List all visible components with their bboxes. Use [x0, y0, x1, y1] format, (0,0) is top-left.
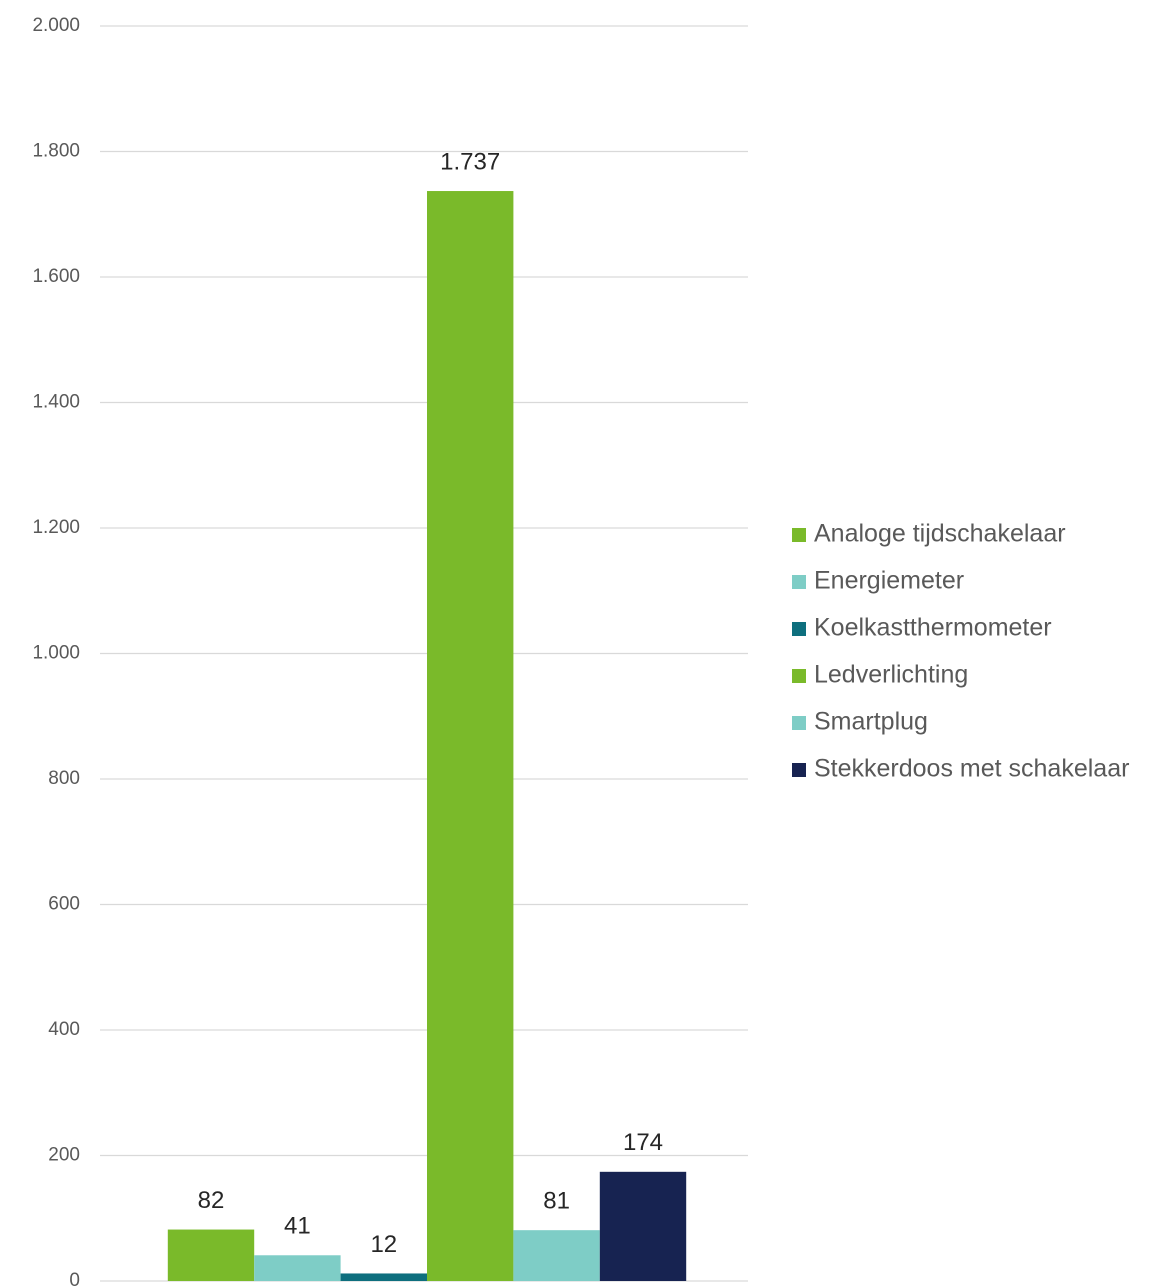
- data-label: 174: [623, 1129, 663, 1156]
- bar: [599, 1171, 687, 1281]
- bar: [167, 1229, 255, 1281]
- legend-swatch: [792, 716, 806, 730]
- legend-label: Smartplug: [814, 708, 928, 736]
- legend-label: Stekkerdoos met schakelaar: [814, 755, 1129, 783]
- legend-label: Analoge tijdschakelaar: [814, 520, 1066, 548]
- bar: [427, 191, 514, 1282]
- data-label: 81: [543, 1188, 570, 1215]
- y-tick-label: 200: [48, 1145, 80, 1166]
- legend-swatch: [792, 763, 806, 777]
- data-label: 41: [284, 1213, 311, 1240]
- data-label: 1.737: [440, 148, 500, 175]
- data-label: 12: [370, 1231, 397, 1258]
- y-tick-label: 1.200: [32, 517, 80, 538]
- legend-label: Energiemeter: [814, 567, 964, 595]
- legend-swatch: [792, 622, 806, 636]
- y-tick-label: 600: [48, 894, 80, 915]
- y-tick-label: 1.000: [32, 643, 80, 664]
- bar: [254, 1255, 341, 1281]
- y-tick-label: 800: [48, 768, 80, 789]
- data-label: 82: [198, 1187, 225, 1214]
- y-tick-label: 0: [69, 1270, 80, 1286]
- y-tick-label: 1.600: [32, 266, 80, 287]
- y-tick-label: 400: [48, 1019, 80, 1040]
- y-tick-label: 2.000: [32, 15, 80, 36]
- legend-swatch: [792, 669, 806, 683]
- bar: [340, 1273, 427, 1281]
- bar: [513, 1230, 600, 1281]
- legend-label: Koelkastthermometer: [814, 614, 1052, 642]
- legend-label: Ledverlichting: [814, 661, 968, 689]
- y-tick-label: 1.400: [32, 392, 80, 413]
- y-tick-label: 1.800: [32, 141, 80, 162]
- legend-swatch: [792, 575, 806, 589]
- legend-swatch: [792, 528, 806, 542]
